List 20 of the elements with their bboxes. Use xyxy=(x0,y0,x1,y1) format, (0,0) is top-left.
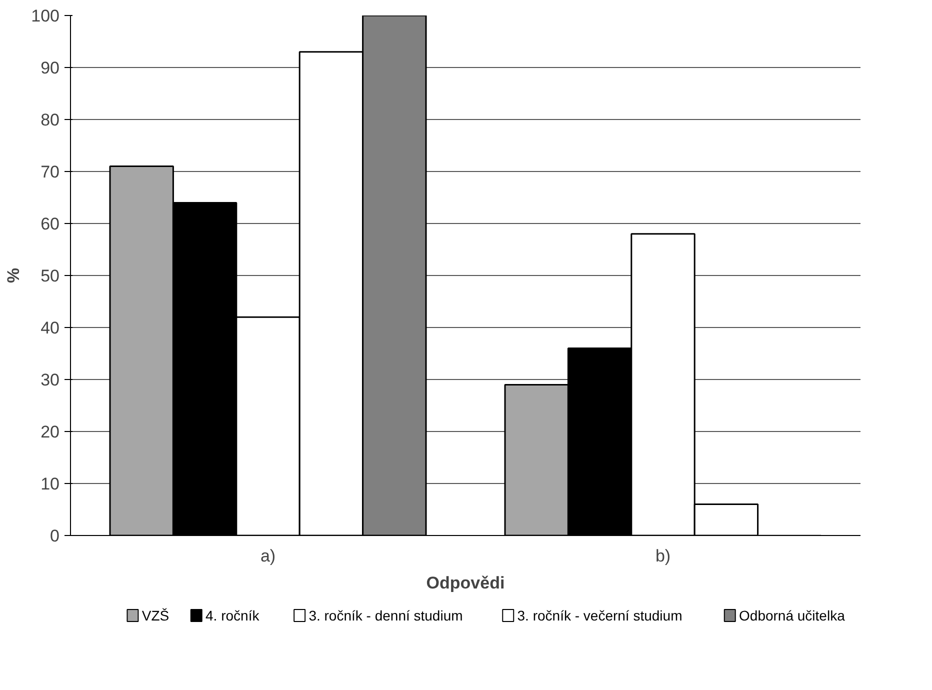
y-tick-label: 100 xyxy=(31,6,60,26)
y-axis-title: % xyxy=(4,268,24,284)
y-tick-label: 70 xyxy=(40,162,60,182)
x-tick-label: b) xyxy=(655,546,671,566)
x-tick-label: a) xyxy=(260,546,276,566)
legend-label: 4. ročník xyxy=(206,608,260,624)
x-axis-title: Odpovědi xyxy=(426,574,505,592)
y-tick-label: 20 xyxy=(40,422,60,442)
y-tick-label: 0 xyxy=(50,526,60,546)
y-tick-label: 80 xyxy=(40,110,60,130)
legend-label: 3. ročník - denní studium xyxy=(308,608,463,624)
y-tick-label: 40 xyxy=(40,318,60,338)
legend-label: 3. ročník - večerní studium xyxy=(517,608,682,624)
legend-label: Odborná učitelka xyxy=(739,608,846,624)
legend-label: VZŠ xyxy=(142,608,170,624)
y-tick-label: 10 xyxy=(40,474,60,494)
y-tick-label: 30 xyxy=(40,370,60,390)
y-tick-label: 50 xyxy=(40,266,60,286)
y-tick-label: 90 xyxy=(40,58,60,78)
y-tick-label: 60 xyxy=(40,214,60,234)
